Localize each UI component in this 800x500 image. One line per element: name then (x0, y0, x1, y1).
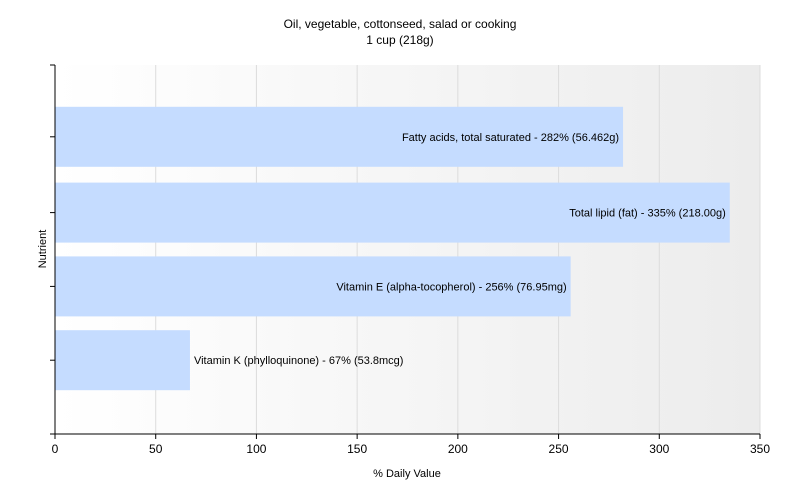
x-tick-label: 100 (246, 442, 266, 456)
axes (54, 65, 760, 435)
bar-label: Fatty acids, total saturated - 282% (56.… (402, 132, 619, 144)
x-tick-label: 200 (448, 442, 468, 456)
bars: Fatty acids, total saturated - 282% (56.… (55, 106, 730, 391)
x-ticks: 0 50 100 150 200 250 300 350 (52, 434, 770, 456)
y-ticks (50, 64, 55, 435)
x-tick-label: 350 (750, 442, 770, 456)
bar (55, 330, 190, 391)
x-tick-label: 150 (347, 442, 367, 456)
bar-label: Vitamin K (phylloquinone) - 67% (53.8mcg… (194, 355, 404, 367)
bar-label: Total lipid (fat) - 335% (218.00g) (569, 208, 726, 220)
x-tick-label: 300 (649, 442, 669, 456)
bar (55, 256, 571, 317)
bar (55, 106, 624, 167)
x-tick-label: 50 (149, 442, 163, 456)
chart-title: Oil, vegetable, cottonseed, salad or coo… (284, 17, 517, 31)
x-axis-label: % Daily Value (373, 468, 441, 480)
bar-label: Vitamin E (alpha-tocopherol) - 256% (76.… (336, 281, 566, 293)
chart-subtitle: 1 cup (218g) (366, 33, 433, 47)
x-tick-label: 0 (52, 442, 59, 456)
bar (55, 182, 730, 243)
y-axis-label: Nutrient (37, 230, 49, 269)
x-tick-label: 250 (549, 442, 569, 456)
